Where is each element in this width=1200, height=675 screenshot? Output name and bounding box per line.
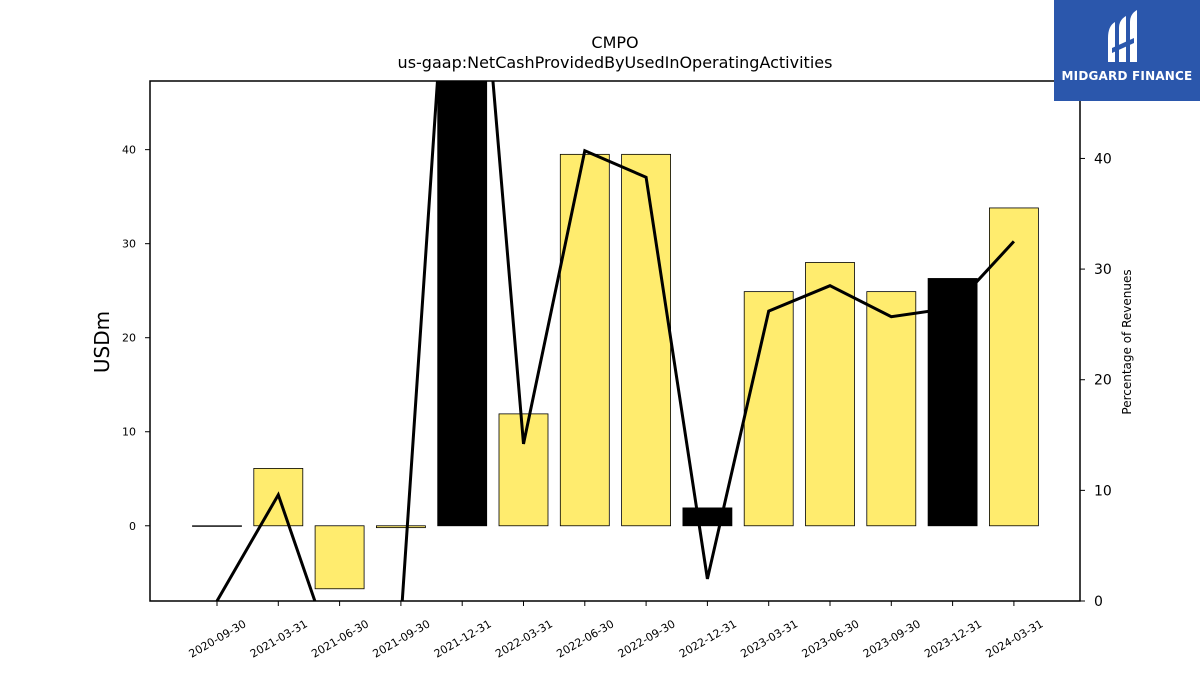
bar-2021-09-30: [375, 525, 426, 529]
x-tick-label: 2023-09-30: [861, 617, 923, 660]
left-tick-label: 20: [122, 332, 136, 345]
right-tick-label: 0: [1094, 594, 1103, 610]
logo-text: MIDGARD FINANCE: [1061, 69, 1193, 83]
bar-2023-06-30: [805, 262, 855, 527]
bar-2023-12-31: [927, 278, 978, 527]
x-tick-label: 2023-12-31: [922, 617, 984, 660]
left-tick-label: 0: [129, 520, 136, 533]
left-axis-label: USDm: [90, 311, 114, 373]
chart-title: CMPO: [591, 33, 638, 52]
bar-2021-06-30: [314, 525, 365, 590]
plot-frame: [149, 80, 1081, 602]
bar-2023-03-31: [743, 291, 794, 527]
left-tick-label: 30: [122, 238, 136, 251]
chart-subtitle: us-gaap:NetCashProvidedByUsedInOperating…: [398, 53, 833, 72]
right-tick-label: 10: [1094, 483, 1112, 499]
bar-2022-09-30: [621, 153, 671, 527]
x-tick-label: 2022-12-31: [677, 617, 739, 660]
x-tick-label: 2020-09-30: [187, 617, 249, 660]
left-tick-label: 40: [122, 144, 136, 157]
bar-series: [192, 81, 1039, 590]
x-tick-label: 2021-09-30: [371, 617, 433, 660]
x-tick-label: 2022-09-30: [616, 617, 678, 660]
right-tick-label: 20: [1094, 373, 1112, 389]
left-axis: 0 10 20 30 40: [122, 144, 150, 533]
x-tick-label: 2021-03-31: [248, 617, 310, 660]
left-tick-label: 10: [122, 426, 136, 439]
logo-mark-icon: [1108, 10, 1137, 62]
x-tick-label: 2023-06-30: [800, 617, 862, 660]
x-tick-label: 2022-03-31: [493, 617, 555, 660]
right-axis: 0 10 20 30 40: [1080, 151, 1112, 610]
bar-2020-09-30: [192, 525, 242, 527]
bar-2023-09-30: [866, 291, 917, 527]
bar-2021-12-31: [437, 81, 488, 527]
right-tick-label: 30: [1094, 262, 1112, 278]
x-tick-label: 2023-03-31: [738, 617, 800, 660]
line-path: [215, 81, 1016, 601]
line-series: [215, 81, 1016, 601]
bar-2024-03-31: [989, 207, 1039, 527]
x-tick-label: 2021-06-30: [309, 617, 371, 660]
right-axis-label: Percentage of Revenues: [1120, 269, 1134, 414]
x-tick-label: 2022-06-30: [554, 617, 616, 660]
bar-2022-06-30: [559, 153, 610, 527]
x-tick-label: 2024-03-31: [984, 617, 1046, 660]
x-axis: 2020-09-30 2021-03-31 2021-06-30 2021-09-30…: [187, 601, 1046, 661]
x-tick-label: 2021-12-31: [432, 617, 494, 660]
right-tick-label: 40: [1094, 151, 1112, 167]
midgard-finance-logo: MIDGARD FINANCE: [1054, 0, 1200, 101]
